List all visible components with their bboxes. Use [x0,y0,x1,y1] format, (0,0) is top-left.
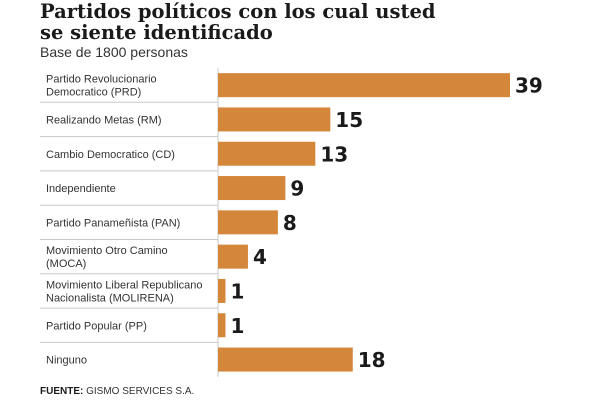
value-label: 39 [515,74,543,98]
category-label-line: (MOCA) [46,258,86,270]
source-label: FUENTE: [40,386,84,397]
chart-title: Partidos políticos con los cual usted se… [40,1,436,43]
bar [218,347,353,372]
category-label: Independiente [46,183,116,195]
bar [218,210,278,235]
title-line-2: se siente identificado [40,21,273,44]
category-label: Movimiento Otro Camino (MOCA) [46,245,168,270]
value-label: 13 [320,142,348,166]
chart-subtitle: Base de 1800 personas [40,44,188,60]
bar [218,176,286,201]
value-label: 15 [335,108,363,132]
bar [218,278,226,303]
category-label-line: Partido Revolucionario [46,74,157,86]
source-note: FUENTE: GISMO SERVICES S.A. [40,386,194,397]
category-label-line: Independiente [46,183,116,195]
category-label-line: Realizando Metas (RM) [46,114,162,126]
category-label-line: Movimiento Otro Camino [46,245,168,257]
value-label: 1 [230,314,244,338]
title-line-1: Partidos políticos con los cual usted [40,0,436,23]
category-label: Realizando Metas (RM) [46,114,162,126]
bar [218,141,316,166]
category-label-line: Ninguno [46,355,87,367]
category-label: Partido Popular (PP) [46,320,147,332]
bar [218,107,331,132]
category-label: Partido Panameñista (PAN) [46,217,180,229]
category-label-line: Cambio Democratico (CD) [46,149,175,161]
value-label: 8 [283,211,297,235]
bar [218,244,248,269]
category-label-line: Nacionalista (MOLIRENA) [46,292,174,304]
value-label: 4 [253,245,267,269]
category-label-line: Democratico (PRD) [46,87,141,99]
category-label: Partido Revolucionario Democratico (PRD) [46,74,157,99]
category-label-line: Movimiento Liberal Republicano [46,279,203,291]
value-label: 9 [290,177,304,201]
bar [218,313,226,338]
category-label: Ninguno [46,355,87,367]
value-label: 18 [358,348,386,372]
category-label: Cambio Democratico (CD) [46,149,175,161]
category-label-line: Partido Popular (PP) [46,320,147,332]
value-label: 1 [230,279,244,303]
bar [218,73,510,98]
source-text: GISMO SERVICES S.A. [83,386,195,397]
category-label: Movimiento Liberal Republicano Nacionalis… [46,279,203,304]
category-label-line: Partido Panameñista (PAN) [46,217,180,229]
